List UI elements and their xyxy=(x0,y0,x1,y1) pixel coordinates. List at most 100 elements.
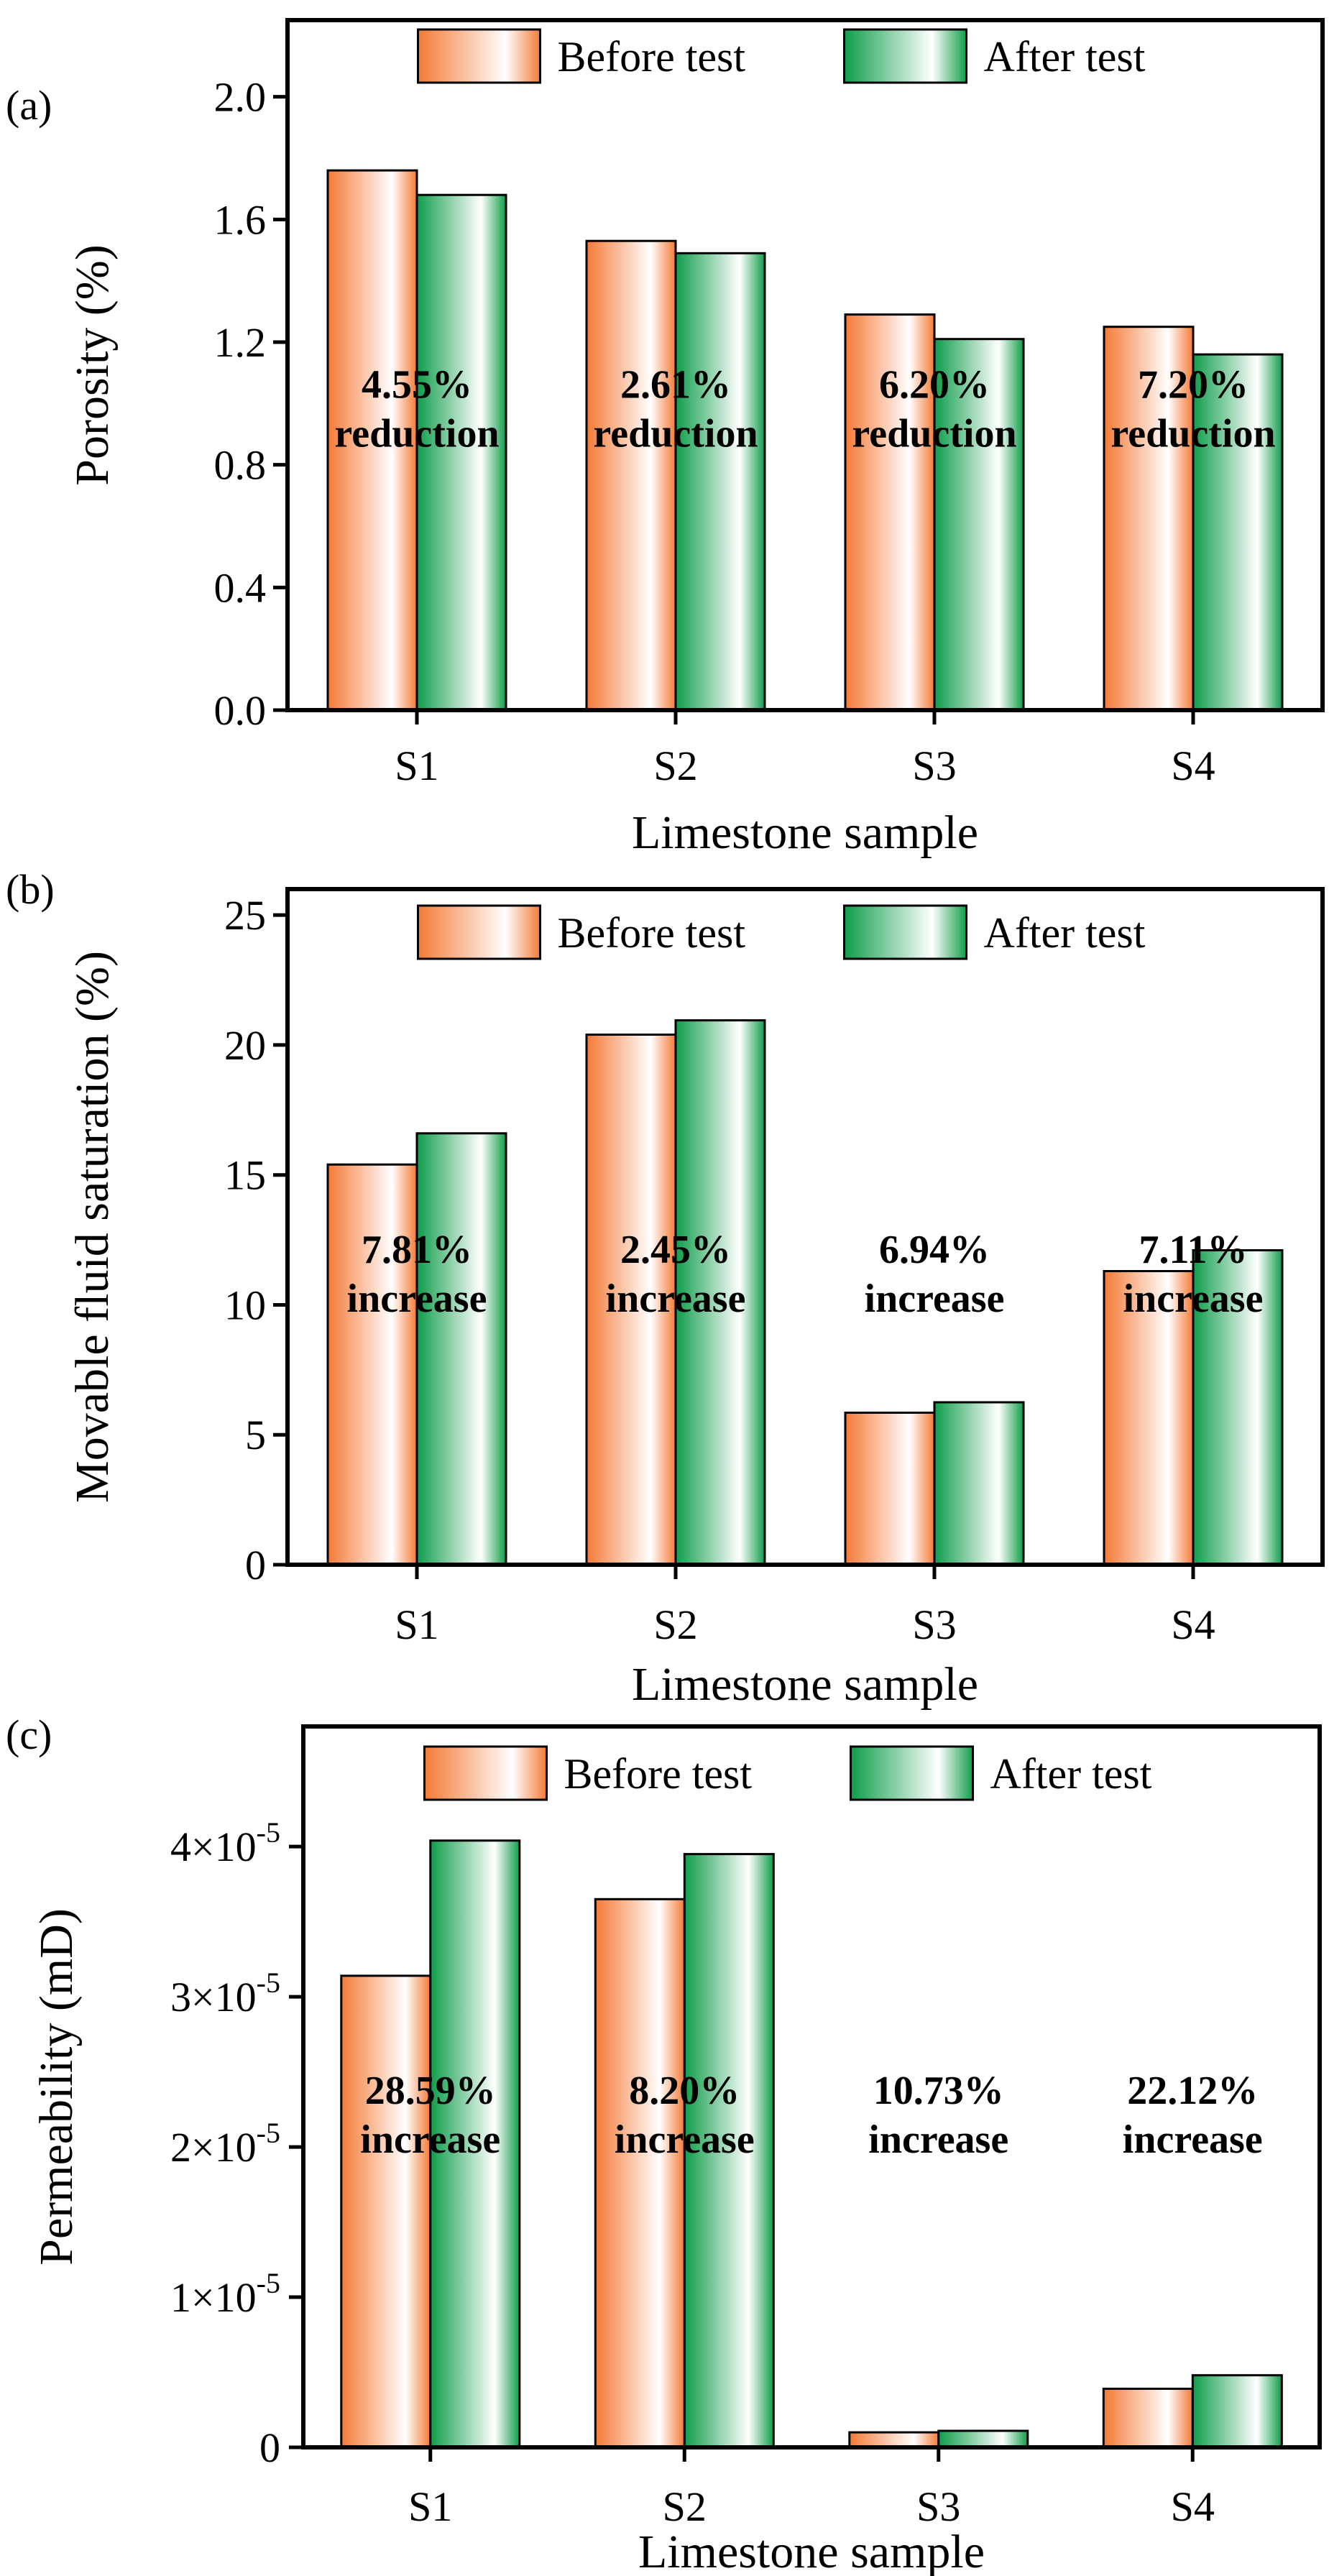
chart-a-porosity: (a)0.00.40.81.21.62.0S1 S2 S3 S44.55%reduct… xyxy=(6,18,1325,859)
annotation-b-1-percent: 7.81% xyxy=(362,1228,472,1272)
annotation-b-4-percent: 7.11% xyxy=(1139,1228,1248,1272)
annotation-a-4-percent: 7.20% xyxy=(1138,362,1248,407)
plot-frame-b xyxy=(285,887,1325,1567)
bar-a-after-s2 xyxy=(674,252,766,712)
bar-a-before-s1 xyxy=(326,169,418,712)
legend-label-c-after: After test xyxy=(990,1750,1152,1798)
bar-b-after-s1 xyxy=(415,1132,507,1566)
annotation-a-1-percent: 4.55% xyxy=(362,362,472,407)
x-tick-label-b-s1: S1 xyxy=(395,1601,438,1648)
y-axis-title-a: Porosity (%) xyxy=(66,244,119,485)
y-tick-label-c: 1×10-5 xyxy=(170,2267,280,2321)
y-tick-label-a: 2.0 xyxy=(214,74,267,121)
bar-c-before-s4 xyxy=(1102,2388,1194,2449)
plot-frame-a xyxy=(285,18,1325,712)
annotation-b-2-percent: 2.45% xyxy=(620,1228,731,1272)
bar-c-after-s3 xyxy=(937,2429,1029,2449)
bar-b-after-s3 xyxy=(933,1401,1025,1566)
bar-b-before-s1 xyxy=(326,1163,418,1566)
annotation-c-4-percent: 22.12% xyxy=(1127,2069,1258,2113)
bar-a-before-s4 xyxy=(1103,326,1195,712)
x-tick-label-c-s1: S1 xyxy=(408,2483,452,2530)
bar-a-before-s3 xyxy=(844,313,936,712)
x-tick-label-b-s4: S4 xyxy=(1171,1601,1215,1648)
annotation-c-2-percent: 8.20% xyxy=(629,2069,740,2113)
bar-b-after-s4 xyxy=(1192,1249,1284,1566)
y-axis-title-b: Movable fluid saturation (%) xyxy=(66,951,119,1503)
annotation-a-2-label: reduction xyxy=(593,411,758,456)
annotation-b-3-percent: 6.94% xyxy=(879,1228,990,1272)
bar-a-after-s4 xyxy=(1192,353,1284,712)
legend-swatch-b-after xyxy=(843,904,967,960)
y-tick-label-a: 1.6 xyxy=(214,196,267,243)
x-tick-label-a-s1: S1 xyxy=(395,742,438,789)
annotation-a-3-percent: 6.20% xyxy=(879,362,990,407)
bar-c-before-s2 xyxy=(594,1898,686,2449)
legend-label-a-before: Before test xyxy=(558,33,746,80)
y-tick-label-a: 0.4 xyxy=(214,564,267,611)
x-tick-label-c-s3: S3 xyxy=(916,2483,960,2530)
panel-label-c: (c) xyxy=(6,1711,52,1758)
bar-b-before-s3 xyxy=(844,1412,936,1566)
legend-swatch-a-after xyxy=(843,28,967,84)
x-tick-label-c-s4: S4 xyxy=(1171,2483,1215,2530)
y-axis-title-c: Permeability (mD) xyxy=(30,1908,83,2266)
legend-swatch-a-before xyxy=(417,28,541,84)
y-tick-label-b: 5 xyxy=(245,1412,266,1458)
y-tick-label-b: 0 xyxy=(245,1542,266,1588)
annotation-c-1-label: increase xyxy=(360,2117,500,2162)
panel-label-b: (b) xyxy=(6,866,55,913)
legend-label-b-before: Before test xyxy=(558,909,746,957)
annotation-b-1-label: increase xyxy=(347,1276,487,1321)
bar-c-after-s2 xyxy=(683,1853,775,2449)
plot-frame-c xyxy=(301,1724,1322,2450)
x-axis-title-a: Limestone sample xyxy=(632,806,978,859)
panel-label-a: (a) xyxy=(6,82,52,129)
bar-a-after-s1 xyxy=(415,193,507,712)
legend-label-c-before: Before test xyxy=(564,1750,753,1798)
y-tick-label-c: 4×10-5 xyxy=(170,1816,280,1870)
y-tick-label-b: 15 xyxy=(224,1152,266,1199)
x-axis-title-b: Limestone sample xyxy=(632,1658,978,1711)
y-tick-label-c: 3×10-5 xyxy=(170,1966,280,2020)
legend-b: Before test After test xyxy=(417,904,1146,960)
annotation-a-1-label: reduction xyxy=(334,411,499,456)
bar-a-before-s2 xyxy=(585,239,677,712)
legend-a: Before test After test xyxy=(417,28,1146,84)
legend-swatch-b-before xyxy=(417,904,541,960)
legend-swatch-c-after xyxy=(850,1745,974,1801)
annotation-a-3-label: reduction xyxy=(852,411,1016,456)
y-tick-label-a: 0.8 xyxy=(214,442,267,489)
bar-c-before-s1 xyxy=(340,1974,432,2449)
y-tick-label-c: 2×10-5 xyxy=(170,2117,280,2171)
annotation-a-4-label: reduction xyxy=(1110,411,1275,456)
y-tick-label-b: 25 xyxy=(224,892,266,939)
legend-swatch-c-before xyxy=(423,1745,548,1801)
x-axis-title-c: Limestone sample xyxy=(638,2526,985,2576)
annotation-b-2-label: increase xyxy=(606,1276,746,1321)
annotation-a-2-percent: 2.61% xyxy=(620,362,731,407)
y-tick-label-b: 20 xyxy=(224,1022,266,1069)
annotation-c-3-label: increase xyxy=(868,2117,1008,2162)
legend-label-a-after: After test xyxy=(984,33,1146,80)
x-tick-label-a-s2: S2 xyxy=(653,742,697,789)
y-tick-label-a: 1.2 xyxy=(214,319,267,366)
annotation-c-3-percent: 10.73% xyxy=(873,2069,1004,2113)
legend-label-b-after: After test xyxy=(984,909,1146,957)
legend-c: Before test After test xyxy=(423,1745,1152,1801)
x-tick-label-a-s4: S4 xyxy=(1171,742,1215,789)
x-tick-label-b-s2: S2 xyxy=(653,1601,697,1648)
chart-c-permeability: (c) 0 1×10-5 2×10-5 3×10-5 4×10-5 S1 S2 S3 S4 28.5… xyxy=(6,1711,1322,2576)
bar-c-after-s1 xyxy=(429,1839,521,2449)
annotation-c-1-percent: 28.59% xyxy=(365,2069,496,2113)
bar-c-after-s4 xyxy=(1191,2374,1283,2449)
annotation-c-4-label: increase xyxy=(1123,2117,1263,2162)
annotation-c-2-label: increase xyxy=(615,2117,755,2162)
x-tick-label-a-s3: S3 xyxy=(912,742,956,789)
x-tick-label-c-s2: S2 xyxy=(663,2483,707,2530)
annotation-b-3-label: increase xyxy=(865,1276,1005,1321)
annotation-b-4-label: increase xyxy=(1123,1276,1264,1321)
x-tick-label-b-s3: S3 xyxy=(912,1601,956,1648)
